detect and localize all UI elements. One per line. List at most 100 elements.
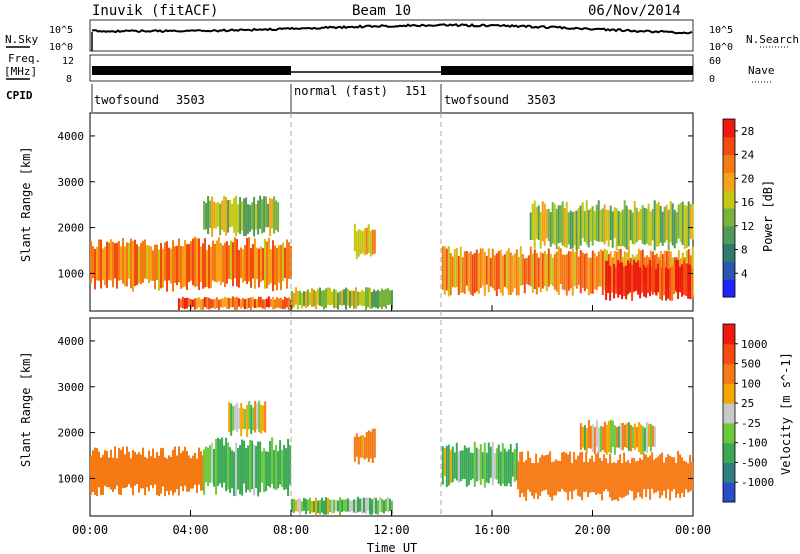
velocity-echo-1 (207, 447, 210, 487)
power-echo-5 (499, 249, 502, 293)
power-echo-3 (335, 289, 337, 308)
velocity-echo-3 (355, 499, 357, 514)
velocity-colorbar-tick-label-3: 25 (741, 397, 754, 410)
power-echo-5 (597, 251, 600, 287)
velocity-echo-1 (263, 448, 266, 493)
velocity-echo-5 (499, 451, 502, 486)
velocity-echo-2 (260, 404, 263, 434)
power-echo-7 (627, 209, 630, 248)
power-echo-3 (311, 288, 313, 308)
velocity-echo-3 (379, 496, 381, 512)
time-tick-label-6: 00:00 (675, 523, 711, 537)
velocity-echo-0 (98, 451, 100, 488)
power-echo-5 (503, 254, 506, 287)
power-echo-5 (581, 252, 584, 288)
velocity-echo-1 (219, 439, 222, 484)
power-echo-7 (651, 209, 654, 241)
power-echo-0 (280, 244, 282, 291)
power-echo-2 (223, 296, 226, 307)
power-echo-7 (615, 208, 618, 251)
velocity-echo-6 (623, 452, 626, 498)
power-echo-7 (575, 210, 578, 250)
velocity-echo-0 (148, 450, 150, 492)
power-echo-0 (164, 242, 166, 281)
power-echo-5 (531, 253, 534, 293)
power-echo-7 (607, 210, 610, 247)
power-echo-7 (679, 202, 682, 243)
velocity-echo-6 (631, 457, 634, 492)
power-echo-0 (238, 249, 240, 288)
power-echo-0 (212, 240, 214, 281)
power-echo-7 (669, 201, 672, 243)
power-echo-5 (591, 250, 594, 294)
power-echo-0 (204, 238, 206, 288)
power-echo-1 (267, 203, 270, 228)
velocity-echo-1 (213, 448, 216, 487)
velocity-colorbar-tick-label-7: -1000 (741, 476, 774, 489)
power-colorbar-frame (722, 118, 736, 298)
power-echo-1 (259, 195, 262, 229)
power-echo-7 (687, 201, 690, 247)
velocity-echo-5 (445, 445, 448, 488)
power-echo-0 (262, 248, 264, 281)
power-echo-2 (177, 298, 180, 310)
power-echo-4 (359, 230, 362, 255)
velocity-echo-5 (469, 452, 472, 481)
power-echo-7 (639, 208, 642, 241)
velocity-ylabel: Slant Range [km] (19, 351, 33, 467)
power-echo-1 (223, 195, 226, 232)
velocity-echo-1 (241, 439, 244, 496)
power-echo-4 (357, 229, 360, 257)
power-colorbar-swatch-2 (723, 243, 735, 262)
velocity-echo-3 (335, 500, 337, 511)
velocity-echo-0 (158, 455, 160, 496)
velocity-echo-6 (581, 451, 584, 501)
power-echo-2 (209, 298, 212, 309)
velocity-echo-0 (154, 458, 156, 485)
power-echo-7 (659, 206, 662, 243)
velocity-echo-0 (152, 448, 154, 488)
power-colorbar-tick-label-0: 4 (741, 267, 748, 280)
power-echo-0 (252, 244, 254, 279)
power-ytick-label-2: 3000 (58, 176, 85, 189)
power-echo-1 (277, 202, 280, 232)
power-colorbar-swatch-1 (723, 261, 735, 280)
power-echo-3 (347, 288, 349, 306)
velocity-echo-6 (541, 454, 544, 492)
velocity-y-axis: 1000 2000 3000 4000 (58, 335, 693, 485)
power-echo-2 (241, 297, 244, 308)
velocity-echo-6 (605, 458, 608, 490)
velocity-echo-0 (162, 447, 164, 487)
power-echo-0 (278, 245, 280, 283)
velocity-echo-1 (231, 450, 234, 489)
power-echo-3 (391, 290, 393, 310)
power-echo-0 (128, 242, 130, 279)
power-echo-7 (613, 207, 616, 238)
velocity-echo-3 (333, 499, 335, 513)
power-echo-2 (239, 299, 242, 309)
power-echo-3 (339, 291, 341, 305)
power-echo-0 (270, 249, 272, 284)
power-echo-5 (593, 253, 596, 290)
power-echo-3 (333, 289, 335, 309)
power-echo-6 (665, 267, 668, 301)
velocity-echo-7 (639, 424, 642, 455)
power-echo-0 (142, 240, 144, 283)
velocity-echo-2 (258, 400, 261, 433)
power-echo-6 (605, 260, 608, 301)
nsearch-tick-low: 10^0 (709, 42, 733, 53)
power-echo-6 (645, 267, 648, 298)
power-echo-7 (675, 212, 678, 244)
velocity-echo-3 (331, 499, 333, 514)
power-echo-7 (605, 209, 608, 241)
power-echo-5 (603, 248, 606, 290)
velocity-echo-3 (359, 498, 361, 512)
power-echo-6 (683, 259, 686, 295)
velocity-echo-7 (653, 426, 656, 448)
power-echo-7 (567, 212, 570, 245)
velocity-echo-1 (255, 445, 258, 488)
power-echo-7 (561, 201, 564, 246)
velocity-echo-5 (495, 448, 498, 480)
power-echo-1 (255, 204, 258, 230)
